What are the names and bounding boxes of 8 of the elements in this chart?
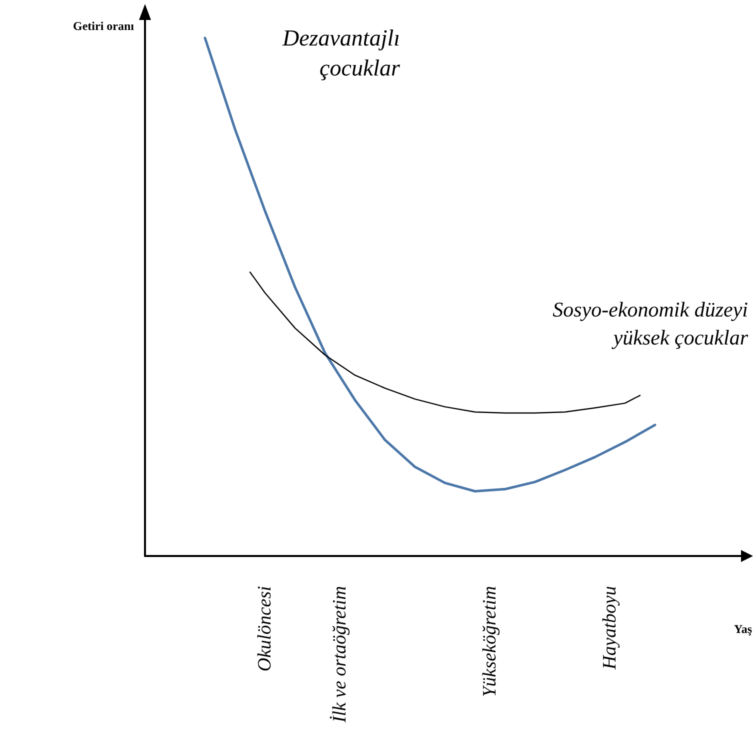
x-tick-label: İlk ve ortaöğretim <box>330 586 350 724</box>
x-axis-title: Yaş <box>734 622 752 636</box>
text: Sosyo-ekonomik düzeyi yüksek çocuklar <box>552 297 749 350</box>
text: Dezavantajlı çocuklar <box>281 25 402 80</box>
x-tick-label: Hayatboyu <box>600 586 620 670</box>
x-tick-label: Yükseköğretim <box>480 586 500 698</box>
x-tick-label: Okulöncesi <box>254 586 276 672</box>
y-axis-title: Getiri oranı <box>73 19 135 33</box>
